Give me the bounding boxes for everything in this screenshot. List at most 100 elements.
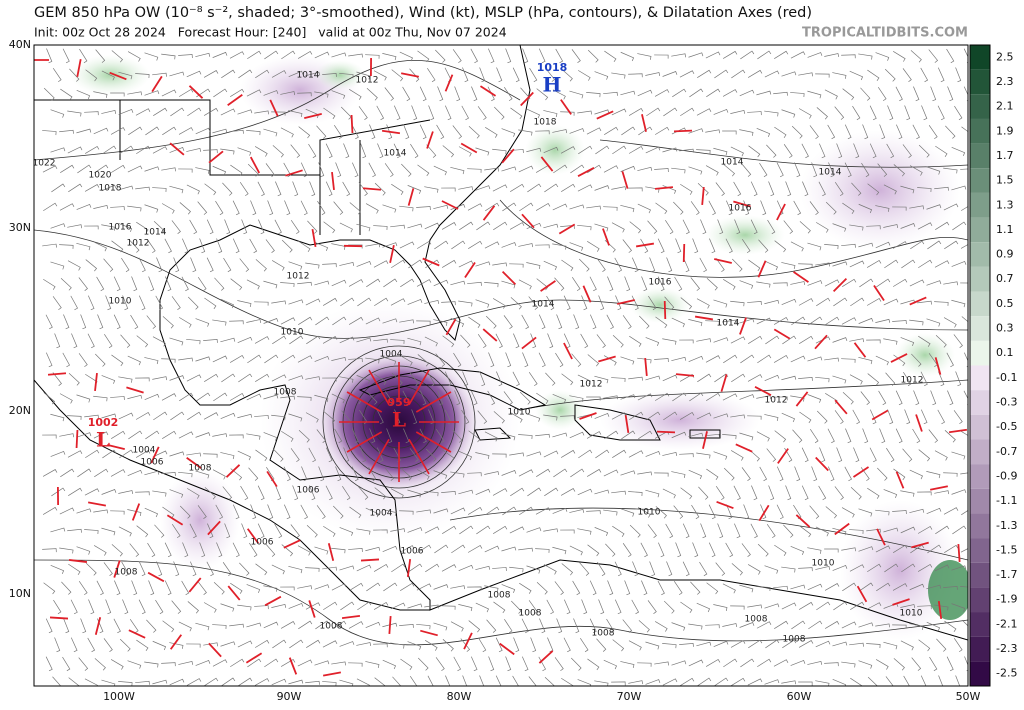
contour-label: 1008 <box>783 635 806 645</box>
lat-label: 40N <box>9 38 31 51</box>
colorbar-cell <box>970 489 990 514</box>
colorbar-label: 1.5 <box>996 174 1014 187</box>
contour-label: 1010 <box>281 328 304 338</box>
colorbar-cell <box>970 513 990 538</box>
dilatation-axis <box>657 432 675 433</box>
colorbar-cell <box>970 292 990 317</box>
colorbar-label: 0.5 <box>996 297 1014 310</box>
contour-label: 1014 <box>144 228 167 238</box>
colorbar-label: -2.5 <box>996 667 1017 680</box>
lon-label: 100W <box>103 690 135 703</box>
colorbar-label: 1.7 <box>996 149 1014 162</box>
colorbar-cell <box>970 538 990 563</box>
colorbar-label: 0.3 <box>996 322 1014 335</box>
contour-label: 1012 <box>356 76 379 86</box>
colorbar-cell <box>970 218 990 243</box>
contour-label: 1014 <box>721 158 744 168</box>
colorbar-cell <box>970 316 990 341</box>
contour-label: 1016 <box>649 278 672 288</box>
lon-label: 60W <box>787 690 812 703</box>
colorbar: 2.52.32.11.91.71.51.31.10.90.70.50.30.1-… <box>970 45 1017 686</box>
colorbar-label: 0.7 <box>996 272 1014 285</box>
colorbar-cell <box>970 464 990 489</box>
contour-label: 1008 <box>519 609 542 619</box>
contour-label: 1006 <box>251 538 274 548</box>
contour-label: 1010 <box>109 297 132 307</box>
title: GEM 850 hPa OW (10⁻⁸ s⁻², shaded; 3°-smo… <box>34 5 812 21</box>
contour-label: 1014 <box>384 149 407 159</box>
contour-label: 1008 <box>115 568 138 578</box>
contour-label: 1004 <box>133 446 156 456</box>
contour-label: 1016 <box>729 204 752 214</box>
colorbar-cell <box>970 341 990 366</box>
colorbar-cell <box>970 390 990 415</box>
contour-label: 1016 <box>109 223 132 233</box>
colorbar-label: -1.7 <box>996 568 1017 581</box>
colorbar-label: -0.3 <box>996 395 1017 408</box>
lon-label: 50W <box>956 690 981 703</box>
colorbar-cell <box>970 144 990 169</box>
lon-label: 70W <box>617 690 642 703</box>
colorbar-cell <box>970 45 990 70</box>
contour-label: 1010 <box>900 609 923 619</box>
colorbar-label: 0.9 <box>996 248 1014 261</box>
contour-label: 1010 <box>812 559 835 569</box>
contour-label: 1012 <box>765 396 788 406</box>
contour-label: 1022 <box>33 159 56 169</box>
colorbar-cell <box>970 366 990 391</box>
contour-label: 1004 <box>380 350 403 360</box>
contour-label: 1012 <box>901 376 924 386</box>
dilatation-axis <box>50 617 68 618</box>
colorbar-cell <box>970 637 990 662</box>
colorbar-label: -0.1 <box>996 371 1017 384</box>
contour-label: 1012 <box>127 239 150 249</box>
contour-label: 1004 <box>370 509 393 519</box>
colorbar-cell <box>970 415 990 440</box>
colorbar-cell <box>970 193 990 218</box>
colorbar-cell <box>970 563 990 588</box>
colorbar-cell <box>970 168 990 193</box>
lat-label: 30N <box>9 221 31 234</box>
colorbar-label: 1.9 <box>996 124 1014 137</box>
colorbar-label: -2.1 <box>996 617 1017 630</box>
colorbar-label: -1.5 <box>996 543 1017 556</box>
lat-label: 10N <box>9 587 31 600</box>
colorbar-cell <box>970 70 990 95</box>
dilatation-axis <box>361 559 379 560</box>
lon-label: 90W <box>277 690 302 703</box>
lat-label: 20N <box>9 404 31 417</box>
dilatation-axis <box>352 115 353 133</box>
contour-label: 1006 <box>141 458 164 468</box>
contour-label: 1012 <box>580 380 603 390</box>
colorbar-label: 1.3 <box>996 198 1014 211</box>
dilatation-axis <box>684 244 685 262</box>
dilatation-axis <box>958 544 959 562</box>
colorbar-label: 1.1 <box>996 223 1014 236</box>
colorbar-cell <box>970 267 990 292</box>
colorbar-label: 2.5 <box>996 50 1014 63</box>
lon-label: 80W <box>447 690 472 703</box>
credit: TROPICALTIDBITS.COM <box>802 26 968 41</box>
contour-label: 1018 <box>99 184 122 194</box>
contour-label: 1018 <box>534 118 557 128</box>
colorbar-label: 2.1 <box>996 100 1014 113</box>
contour-label: 1008 <box>320 622 343 632</box>
colorbar-cell <box>970 612 990 637</box>
dilatation-axis <box>77 430 78 448</box>
contour-label: 1014 <box>717 319 740 329</box>
contour-label: 1010 <box>508 408 531 418</box>
contour-label: 1006 <box>297 486 320 496</box>
colorbar-label: -0.9 <box>996 469 1017 482</box>
colorbar-label: -1.9 <box>996 593 1017 606</box>
contour-label: 1008 <box>745 615 768 625</box>
colorbar-cell <box>970 119 990 144</box>
dilatation-axis <box>665 301 666 319</box>
contour-label: 1008 <box>592 629 615 639</box>
colorbar-cell <box>970 94 990 119</box>
colorbar-label: -0.7 <box>996 445 1017 458</box>
colorbar-label: -1.1 <box>996 494 1017 507</box>
colorbar-label: -2.3 <box>996 642 1017 655</box>
colorbar-cell <box>970 587 990 612</box>
